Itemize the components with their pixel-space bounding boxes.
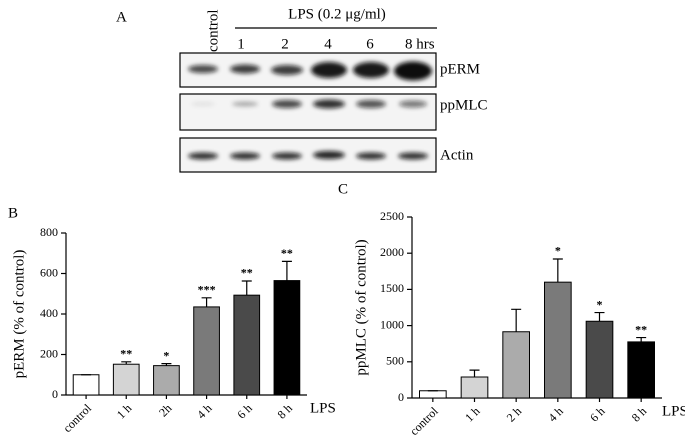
y-tick-label: 500 (386, 354, 404, 368)
error-bar (201, 297, 212, 307)
bar (585, 320, 614, 399)
panel-label: B (8, 205, 18, 221)
error-bar (511, 308, 522, 332)
y-axis-label: ppMLC (% of control) (353, 239, 369, 375)
y-tick-label: 200 (40, 346, 58, 360)
y-tick-label: 1000 (380, 317, 404, 331)
panel-label: C (338, 181, 348, 197)
row-label: Actin (440, 147, 474, 163)
blot-ppmlc (179, 93, 437, 131)
bar (273, 280, 301, 396)
x-tick-label: 8 h (629, 404, 650, 425)
panel-label: A (116, 9, 127, 25)
bar (419, 390, 447, 399)
bar (627, 341, 655, 399)
significance: *** (198, 283, 216, 297)
lane-label: 2 (281, 36, 289, 52)
bar (193, 306, 220, 396)
control-label: control (205, 10, 221, 53)
row-label: pERM (440, 61, 480, 77)
significance: ** (635, 322, 647, 336)
significance: * (597, 297, 603, 311)
bar (460, 376, 489, 399)
blot-actin (179, 137, 437, 173)
y-tick-label: 0 (52, 387, 58, 401)
y-axis-label: pERM (% of control) (11, 250, 27, 379)
significance: ** (241, 266, 253, 280)
y-tick-label: 2000 (380, 245, 404, 259)
error-bar (121, 361, 132, 365)
x-tick-label: 2 h (504, 404, 525, 425)
lane-label: 4 (324, 36, 332, 52)
error-bar (161, 363, 172, 366)
error-bar (552, 258, 563, 283)
treatment-label: LPS (0.2 μg/ml) (288, 6, 386, 22)
error-bar (241, 280, 252, 296)
error-bar (469, 369, 480, 378)
x-tick-label: 6 h (587, 404, 608, 425)
error-bar (636, 336, 647, 342)
error-bar (594, 311, 605, 322)
row-label: ppMLC (440, 97, 488, 113)
y-tick-label: 1500 (380, 281, 404, 295)
x-axis-label: LPS (310, 400, 336, 416)
error-bar (281, 260, 292, 281)
y-tick-label: 0 (398, 390, 404, 404)
significance: * (163, 348, 169, 362)
bar (153, 365, 180, 396)
x-tick-label: 6 h (234, 401, 255, 422)
lane-label: 6 (366, 36, 374, 52)
bar (112, 363, 140, 396)
x-tick-label: control (60, 401, 94, 435)
lane-label: 8 hrs (405, 36, 435, 52)
x-tick-label: 8 h (274, 401, 295, 422)
y-tick-label: 400 (40, 306, 58, 320)
y-tick-label: 800 (40, 225, 58, 239)
x-tick-label: control (407, 404, 441, 438)
significance: ** (281, 246, 293, 260)
bar (502, 331, 531, 399)
significance: * (555, 244, 561, 258)
x-tick-label: 1 h (114, 401, 135, 422)
bar (544, 281, 572, 399)
significance: ** (120, 347, 132, 361)
x-tick-label: 2h (156, 401, 174, 419)
lane-label: 1 (237, 36, 245, 52)
y-tick-label: 2500 (380, 209, 404, 223)
y-tick-label: 600 (40, 265, 58, 279)
blot-perm (179, 52, 437, 88)
x-tick-label: 4 h (545, 404, 566, 425)
bar (233, 294, 261, 396)
x-tick-label: 1 h (462, 404, 483, 425)
bar (72, 374, 100, 396)
x-tick-label: 4 h (194, 401, 215, 422)
x-axis-label: LPS (662, 403, 685, 419)
